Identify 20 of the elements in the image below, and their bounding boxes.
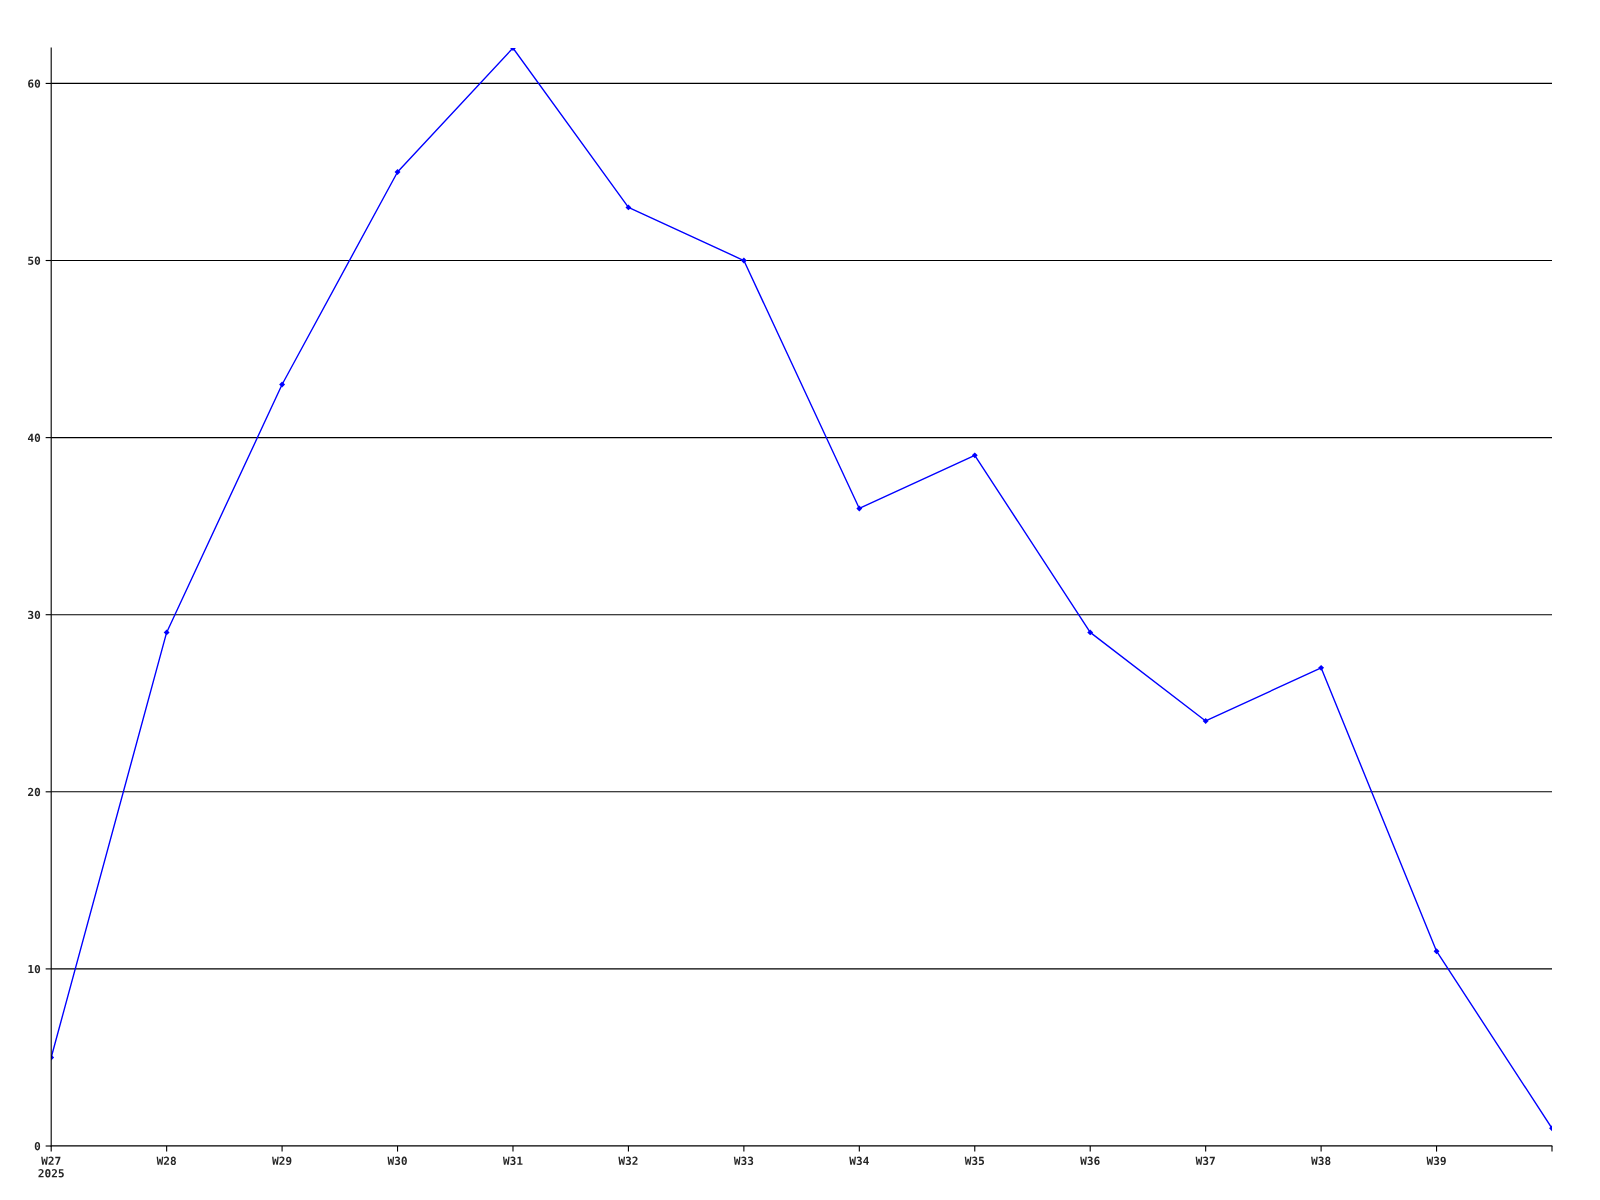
y-tick-label: 30: [28, 610, 41, 620]
x-tick-label: W27 2025: [38, 1156, 64, 1178]
x-tick-label: W36: [1080, 1156, 1100, 1166]
x-tick-label: W35: [964, 1156, 985, 1166]
x-tick-label: W29: [272, 1156, 292, 1166]
x-tick-label: W32: [618, 1156, 638, 1166]
x-tick-label: W30: [387, 1156, 407, 1166]
x-tick-label: W28: [156, 1156, 176, 1166]
y-tick-label: 50: [28, 256, 41, 265]
y-tick-label: 10: [28, 964, 41, 974]
x-tick-label: W38: [1311, 1156, 1331, 1166]
x-tick-label: W33: [733, 1156, 754, 1166]
x-tick-label: W39: [1426, 1156, 1446, 1166]
y-tick-label: 40: [27, 433, 41, 442]
x-tick-label: W37: [1195, 1156, 1215, 1166]
x-tick-label: W31: [502, 1156, 523, 1166]
x-tick-label: W34: [849, 1156, 869, 1166]
y-tick-label: 0: [34, 1141, 41, 1151]
y-tick-label: 60: [28, 79, 41, 88]
y-tick-label: 20: [28, 787, 41, 797]
